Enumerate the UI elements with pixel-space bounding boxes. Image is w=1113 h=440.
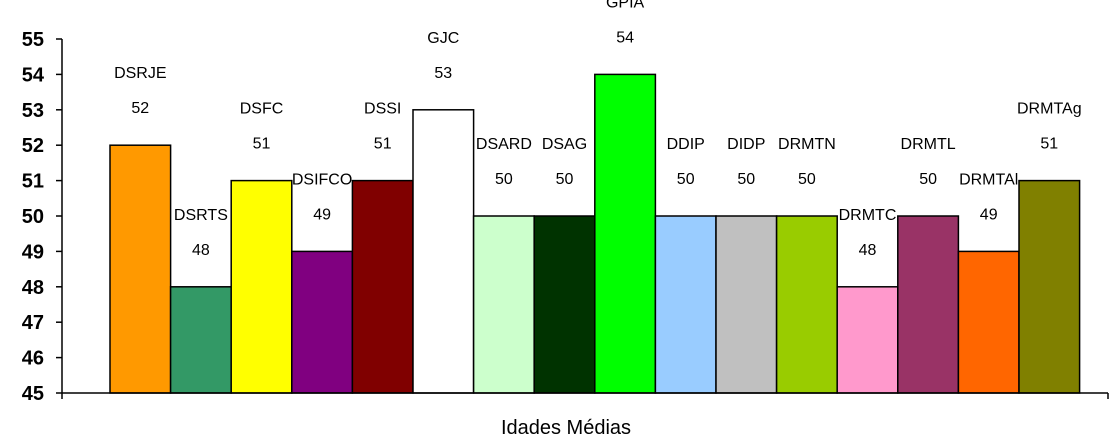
x-axis-label: Idades Médias: [501, 417, 631, 439]
data-label-value: 54: [616, 29, 634, 46]
bar-dssi: [351, 179, 414, 394]
bar-gpia: [594, 73, 657, 394]
data-label-category: GJC: [427, 30, 459, 47]
bar-drmtl: [897, 215, 960, 394]
bar-dsrts: [169, 286, 232, 394]
data-label-category: DSAG: [542, 136, 587, 153]
data-label-category: DRMTAl: [959, 171, 1018, 188]
bar-dsard: [472, 215, 535, 394]
data-label-value: 48: [859, 242, 877, 259]
data-label-category: DDIP: [667, 136, 705, 153]
data-label-value: 53: [434, 65, 452, 82]
data-labels-group: DSRJE 52 DSRTS 48 DSFC 51 DSIFCO 49 DSSI 51 GJC 53 D…: [114, 0, 1082, 259]
y-tick-label: 54: [22, 64, 45, 86]
bar-drmtag: [1018, 179, 1081, 394]
bar-ddip: [654, 215, 717, 394]
bar-drmtc: [836, 286, 899, 394]
bar-drmtn: [775, 215, 838, 394]
y-tick-label: 52: [22, 135, 44, 157]
data-label-category: DSRTS: [174, 207, 228, 224]
y-tick-label: 46: [22, 348, 44, 370]
data-label-value: 50: [919, 171, 937, 188]
data-label-category: DRMTN: [778, 136, 836, 153]
data-label-category: DSIFCO: [292, 171, 352, 188]
data-label-value: 52: [131, 100, 149, 117]
data-label-category: DSFC: [240, 101, 284, 118]
axes-group: 45 46 47 48 49 50 51 52 53 54 55: [22, 29, 1109, 405]
data-label-category: GPIA: [606, 0, 645, 11]
data-label-category: DSRJE: [114, 65, 166, 82]
data-label-value: 51: [374, 136, 392, 153]
bar-didp: [715, 215, 778, 394]
y-tick-label: 45: [22, 383, 44, 405]
y-tick-label: 49: [22, 241, 44, 263]
bars-group: [109, 73, 1081, 394]
data-label-category: DSARD: [476, 136, 532, 153]
data-label-category: DRMTAg: [1017, 101, 1082, 118]
data-label-value: 51: [253, 136, 271, 153]
data-label-value: 50: [677, 171, 695, 188]
data-label-category: DIDP: [727, 136, 765, 153]
data-label-value: 50: [495, 171, 513, 188]
data-label-value: 50: [556, 171, 574, 188]
bar-drmtal: [957, 250, 1020, 394]
data-label-value: 51: [1040, 136, 1058, 153]
data-label-value: 49: [313, 206, 331, 223]
bar-dsrje: [109, 144, 172, 394]
y-tick-label: 55: [22, 29, 44, 51]
data-label-category: DRMTL: [901, 136, 956, 153]
data-label-value: 50: [737, 171, 755, 188]
data-label-value: 49: [980, 206, 998, 223]
data-label-category: DRMTC: [839, 207, 897, 224]
y-tick-label: 51: [22, 171, 44, 193]
bar-dsfc: [230, 179, 293, 394]
data-label-value: 50: [798, 171, 816, 188]
y-tick-label: 48: [22, 277, 44, 299]
data-label-category: DSSI: [364, 101, 401, 118]
y-tick-label: 53: [22, 100, 44, 122]
bar-dsifco: [291, 250, 354, 394]
bar-gjc: [412, 109, 475, 394]
data-label-value: 48: [192, 242, 210, 259]
y-tick-label: 50: [22, 206, 44, 228]
bar-dsag: [533, 215, 596, 394]
y-tick-label: 47: [22, 312, 44, 334]
